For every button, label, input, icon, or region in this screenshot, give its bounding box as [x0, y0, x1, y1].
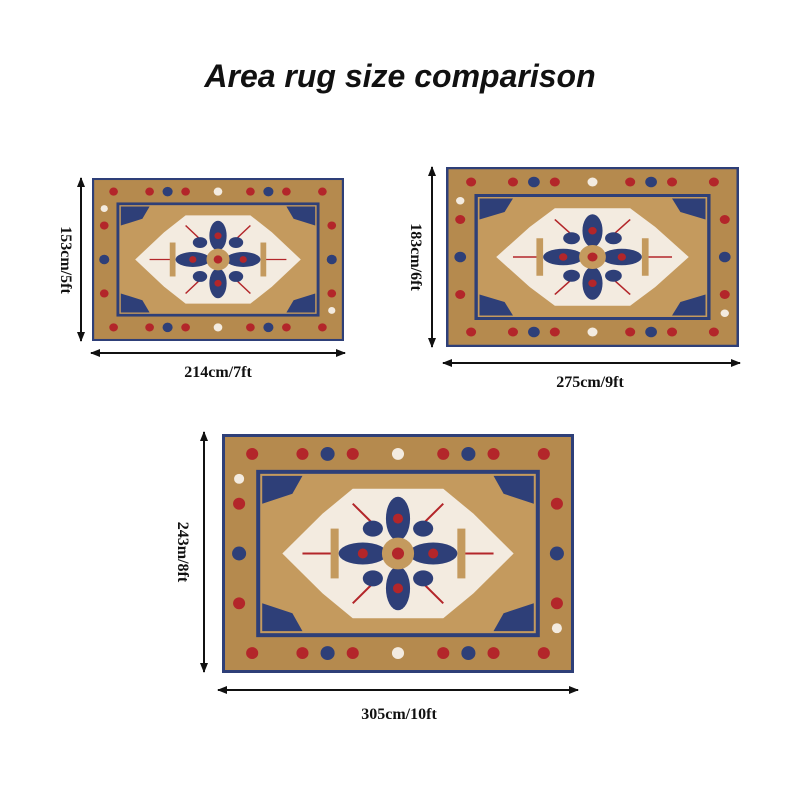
- page-title: Area rug size comparison: [204, 58, 596, 94]
- rug-width-label: 305cm/10ft: [361, 706, 437, 723]
- rug-width-label: 275cm/9ft: [556, 374, 624, 391]
- rug-width-label: 214cm/7ft: [184, 364, 252, 381]
